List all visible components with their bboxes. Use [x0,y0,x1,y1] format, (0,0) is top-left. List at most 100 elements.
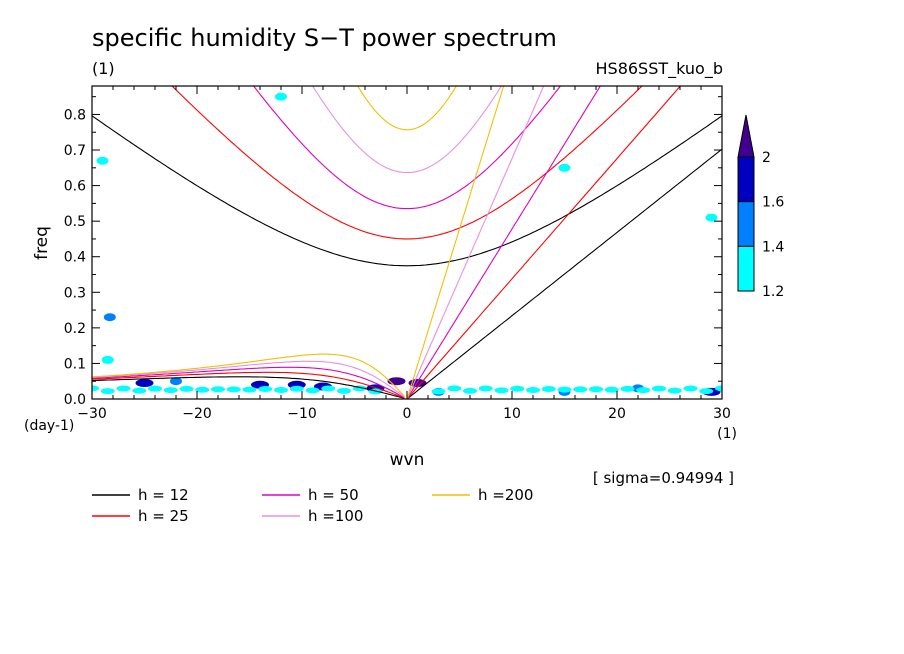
colorbar-extension [737,114,755,158]
colorbar-segment [737,245,755,292]
rossby-curve [92,376,405,399]
x-axis: −30 −20 −10 0 10 20 30 [77,86,731,422]
legend-label: h = 50 [308,486,359,504]
rossby-curve [92,353,405,397]
x-tick-label: 20 [608,406,626,422]
y-tick-label: 0.8 [64,107,86,123]
power-blob [275,92,287,101]
power-band [431,388,446,395]
y-tick-label: 0.1 [64,356,86,372]
power-band [179,385,194,392]
power-band [148,385,162,392]
power-blob [135,378,154,387]
x-axis-title: wvn [390,450,425,470]
power-blob [170,377,182,386]
colorbar: 1.2 1.4 1.6 2 [737,114,784,300]
power-blob [705,213,718,222]
power-band [226,386,241,393]
kelvin-curve [406,86,601,399]
x-tick-label: −30 [77,406,107,422]
x-tick-label: 30 [713,406,731,422]
power-band [557,386,572,393]
gravity-wave-curve [311,86,503,174]
subtitle-left: (1) [92,59,115,78]
power-band [195,386,210,393]
power-band [463,387,477,394]
y-axis: 0.0 0.1 0.2 0.3 0.4 0.5 0.6 0.7 0.8 [64,96,722,408]
power-band [305,387,320,394]
x-tick-label: −20 [182,406,212,422]
plot-frame [91,85,723,400]
colorbar-segment [737,156,755,203]
power-band [321,385,336,392]
y-tick-label: 0.5 [64,214,86,230]
power-band [494,387,509,394]
y-unit-label: (day-1) [24,418,74,434]
rossby-curve [92,366,405,399]
power-band [100,388,115,395]
power-band [541,386,556,393]
run-name: HS86SST_kuo_b [596,59,724,79]
power-shading [92,92,722,396]
power-band [715,385,722,392]
power-band [526,386,540,393]
rossby-curve [92,360,405,398]
power-band [510,385,525,392]
power-band [573,386,588,393]
power-band [242,386,257,393]
power-band [163,387,178,394]
x-unit-label: (1) [717,426,737,442]
kelvin-curve [406,86,545,399]
gravity-wave-curve [357,86,457,131]
power-band [116,385,131,392]
colorbar-label: 1.6 [762,195,784,211]
colorbar-label: 1.2 [762,284,784,300]
power-band [478,385,493,392]
colorbar-label: 2 [762,150,771,166]
power-band [652,385,666,392]
gravity-wave-curve [171,86,643,240]
power-blob [103,313,116,322]
legend: h = 12 h = 25 h = 50 h =100 h =200 [92,486,533,525]
power-band [258,386,273,393]
power-band [274,386,288,393]
power-band [211,386,225,393]
chart-title: specific humidity S−T power spectrum [92,24,557,52]
power-blob [96,156,109,165]
power-band [683,385,698,392]
y-tick-label: 0.4 [64,250,86,266]
x-tick-label: 10 [503,406,521,422]
kelvin-curve [406,148,722,399]
gravity-wave-curve [92,115,722,267]
power-band [636,387,651,394]
power-band [289,385,304,392]
y-tick-label: 0.3 [64,285,86,301]
x-tick-label: 0 [403,406,412,422]
colorbar-segment [737,201,755,247]
y-tick-label: 0.0 [64,392,86,408]
rossby-curve [92,371,405,399]
power-band [667,387,682,394]
kelvin-curve [406,86,505,399]
gravity-wave-curve [252,86,562,210]
colorbar-label: 1.4 [762,239,784,255]
y-tick-label: 0.7 [64,143,86,159]
legend-label: h =100 [308,507,363,525]
legend-label: h =200 [478,486,533,504]
power-band [447,385,462,392]
x-tick-label: −10 [287,406,317,422]
power-band [620,385,635,392]
power-band [337,387,351,394]
power-band [132,387,147,394]
power-blob [101,355,114,364]
sigma-note: [ sigma=0.94994 ] [593,469,734,487]
legend-label: h = 12 [138,486,189,504]
power-blob [558,163,571,172]
dispersion-curves [92,86,722,399]
power-band [589,386,603,393]
power-band [699,388,714,395]
y-axis-title: freq [32,226,52,260]
kelvin-curve [406,86,682,399]
y-tick-label: 0.2 [64,321,86,337]
legend-label: h = 25 [138,507,189,525]
